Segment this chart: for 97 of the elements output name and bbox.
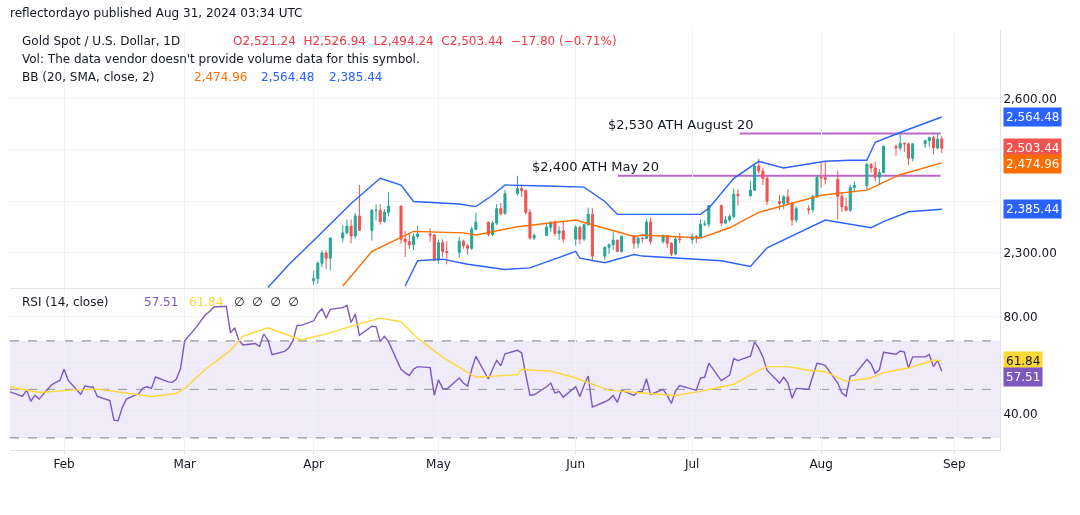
candlestick	[503, 189, 507, 215]
x-tick-label: May	[426, 457, 451, 472]
candlestick	[815, 174, 819, 199]
text: 2,564.48	[1006, 110, 1060, 124]
candlestick	[923, 139, 927, 149]
candlestick	[515, 175, 519, 196]
line-series	[342, 162, 943, 287]
candlestick	[611, 230, 615, 251]
annotation: 2,474.96	[194, 70, 248, 84]
y-tick-label: 2,300.00	[1003, 246, 1057, 261]
text: reflectordayo published Aug 31, 2024 03:34 UTC	[10, 6, 303, 20]
candlestick	[532, 232, 536, 241]
candlestick	[719, 204, 723, 227]
annotation: 61.84	[189, 295, 224, 309]
text: Vol: The data vendor doesn't provide volume data for this symbol.	[22, 52, 420, 66]
chart-title: RSI (14, close)	[22, 295, 109, 309]
x-tick-label: Jul	[683, 457, 700, 472]
candlestick	[898, 133, 902, 151]
annotation: ∅ ∅ ∅ ∅	[234, 295, 299, 309]
candlestick	[698, 219, 703, 239]
text: 57.51	[1006, 370, 1041, 384]
candlestick	[865, 162, 869, 191]
y-tick-label: 2,600.00	[1003, 91, 1057, 106]
candlestick	[807, 204, 811, 215]
candlestick	[873, 161, 877, 182]
text: 2,385.44	[1006, 202, 1060, 216]
candlestick	[636, 236, 640, 249]
candlestick	[931, 135, 935, 156]
candlestick	[794, 206, 798, 224]
text: 61.84	[1006, 354, 1041, 368]
annotation: 57.51	[144, 295, 179, 309]
candlestick	[328, 237, 332, 271]
candlestick	[324, 249, 328, 270]
line-series	[267, 116, 943, 288]
candlestick	[844, 196, 848, 212]
x-tick-label: Aug	[809, 457, 833, 472]
candlestick	[644, 219, 648, 240]
ref-line-label: $2,530 ATH August 20	[608, 117, 754, 132]
candlestick	[553, 220, 557, 237]
candlestick	[936, 133, 940, 150]
y-tick-label: 80.00	[1003, 309, 1038, 324]
candlestick	[619, 235, 623, 253]
line-series	[404, 208, 943, 287]
line-series	[10, 317, 943, 398]
x-tick-label: Mar	[173, 457, 197, 472]
y-tick-label: 40.00	[1003, 406, 1038, 421]
candlestick	[736, 188, 740, 207]
candlestick	[545, 222, 549, 237]
candlestick	[911, 142, 915, 162]
text: 2,503.44	[1006, 141, 1060, 155]
candlestick	[836, 170, 840, 221]
x-tick-label: Sep	[942, 457, 966, 472]
candlestick	[457, 236, 461, 259]
candlestick	[578, 225, 582, 245]
candlestick	[649, 217, 653, 246]
chart-title: Gold Spot / U.S. Dollar, 1D	[22, 34, 181, 48]
annotation: BB (20, SMA, close, 2)	[22, 70, 155, 84]
candlestick	[466, 243, 470, 256]
candlestick	[732, 188, 736, 219]
candlestick	[590, 207, 594, 261]
candlestick	[927, 136, 931, 148]
candlestick	[782, 194, 786, 210]
candlestick	[378, 203, 382, 226]
candlestick	[557, 225, 561, 241]
candlestick	[341, 224, 345, 243]
candlestick	[940, 135, 944, 154]
candlestick	[894, 144, 898, 157]
x-tick-label: Apr	[303, 457, 325, 472]
candlestick	[707, 204, 711, 228]
candlestick	[778, 194, 782, 211]
candlestick	[615, 239, 619, 253]
candlestick	[357, 184, 361, 232]
candlestick	[436, 239, 440, 264]
candlestick	[561, 221, 565, 244]
x-tick-label: Jun	[565, 457, 586, 472]
candlestick	[906, 142, 911, 166]
candlestick	[674, 236, 678, 256]
candlestick	[678, 232, 682, 244]
annotation: 2,385.44	[329, 70, 383, 84]
text: 2,474.96	[1006, 157, 1060, 171]
annotation: 2,564.48	[261, 70, 315, 84]
candlestick	[603, 245, 607, 261]
candlestick	[640, 236, 644, 244]
candlestick	[823, 161, 827, 185]
candlestick	[349, 219, 353, 244]
annotation: O2,521.24 H2,526.94 L2,494.24 C2,503.44 −17.80 (−0.71%)	[233, 34, 617, 48]
candlestick	[632, 234, 636, 250]
ref-line-label: $2,400 ATH May 20	[532, 159, 659, 174]
candlestick	[723, 215, 727, 225]
candlestick	[819, 161, 823, 189]
candlestick	[445, 240, 449, 265]
x-tick-label: Feb	[53, 457, 75, 472]
candlestick	[486, 221, 490, 237]
candlestick	[499, 202, 503, 216]
candlestick	[370, 208, 374, 242]
candlestick	[353, 212, 357, 240]
candlestick	[574, 224, 578, 247]
